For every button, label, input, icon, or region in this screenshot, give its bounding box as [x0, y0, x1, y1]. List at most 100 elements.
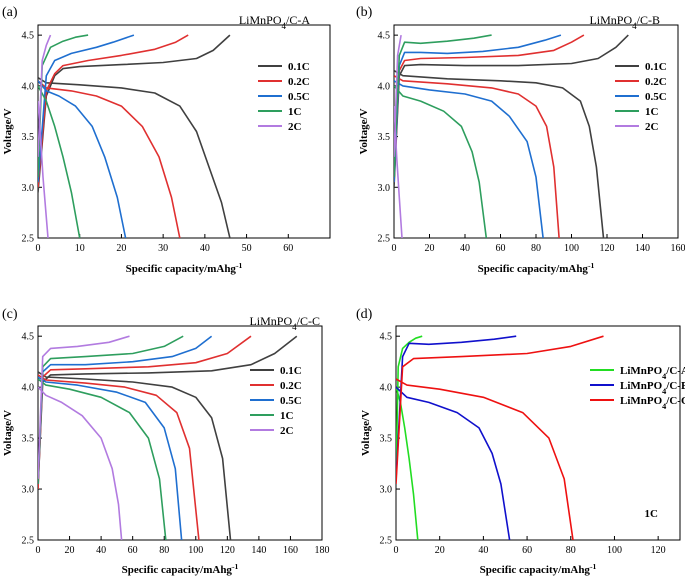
- y-tick-label: 3.0: [378, 183, 391, 194]
- x-tick-label: 60: [496, 243, 506, 254]
- x-tick-label: 80: [531, 243, 541, 254]
- charge-curve: [394, 34, 585, 183]
- legend-entry: 0.1C: [250, 365, 302, 377]
- discharge-curve: [38, 77, 231, 238]
- legend-label: 0.1C: [288, 61, 310, 73]
- x-tick-label: 180: [315, 545, 330, 556]
- x-tick: 160: [671, 234, 685, 254]
- x-tick-label: 140: [635, 243, 650, 254]
- x-tick: 140: [251, 536, 266, 556]
- x-tick: 50: [242, 234, 252, 254]
- legend-entry: 0.5C: [258, 91, 310, 103]
- panel-a: 0 10 20 30 40 50 60 2.5 3.0 3.5 4.0 4.5 Specific cap…: [2, 5, 331, 275]
- y-tick-label: 3.5: [22, 132, 35, 143]
- panel-label: (d): [356, 307, 373, 322]
- y-tick-label: 4.0: [22, 383, 35, 394]
- x-tick: 60: [128, 536, 138, 556]
- y-tick: 3.0: [380, 485, 400, 496]
- discharge-curve: [394, 69, 605, 238]
- x-tick: 40: [200, 234, 210, 254]
- series-0-2c: [394, 34, 585, 238]
- x-tick-label: 40: [96, 545, 106, 556]
- y-tick-label: 3.0: [22, 183, 35, 194]
- discharge-curve: [38, 376, 183, 540]
- legend-label: 0.5C: [288, 91, 310, 103]
- legend-entry: 2C: [615, 121, 659, 133]
- discharge-curve: [394, 106, 403, 238]
- y-tick: 2.5: [22, 536, 42, 547]
- y-tick: 2.5: [380, 536, 400, 547]
- legend-label: 0.2C: [645, 76, 667, 88]
- x-tick-label: 140: [251, 545, 266, 556]
- y-tick-label: 4.5: [22, 332, 35, 343]
- y-tick-label: 4.5: [22, 31, 35, 42]
- legend-entry: 0.1C: [258, 61, 310, 73]
- x-tick: 20: [435, 536, 445, 556]
- panel-label: (c): [2, 307, 18, 322]
- series-0-5c: [38, 335, 213, 540]
- discharge-curve: [38, 374, 200, 540]
- material-label: LiMnPO4/C-B: [589, 13, 660, 31]
- discharge-curve: [38, 386, 123, 540]
- x-tick-label: 160: [671, 243, 685, 254]
- x-tick: 30: [158, 234, 168, 254]
- x-tick-label: 20: [65, 545, 75, 556]
- material-label: LiMnPO4/C-C: [249, 314, 320, 332]
- charge-curve: [38, 335, 213, 485]
- y-axis-title: Voltage/V: [2, 108, 14, 154]
- legend-label: 0.1C: [645, 61, 667, 73]
- panel-b: 0 20 40 60 80 100 120 140 160 2.5 3.0 3.5 4.0 4.5 Spec…: [356, 5, 685, 275]
- y-axis-title: Voltage/V: [360, 410, 372, 456]
- legend-entry: 1C: [258, 106, 302, 118]
- discharge-curve: [38, 85, 81, 238]
- x-tick-label: 20: [116, 243, 126, 254]
- y-tick-label: 4.0: [378, 81, 391, 92]
- y-tick: 4.5: [380, 332, 400, 343]
- legend-label: 1C: [288, 106, 302, 118]
- discharge-curve: [38, 101, 49, 238]
- charge-curve: [38, 335, 130, 479]
- x-tick: 80: [531, 234, 541, 254]
- legend-entry: 0.1C: [615, 61, 667, 73]
- series-2c: [38, 34, 52, 238]
- series-2c: [38, 335, 130, 540]
- legend-entry: 0.2C: [258, 76, 310, 88]
- x-axis-title: Specific capacity/mAhg-1: [480, 562, 597, 577]
- y-tick: 4.5: [22, 332, 42, 343]
- x-tick: 40: [478, 536, 488, 556]
- charge-curve: [38, 34, 189, 188]
- y-tick-label: 3.5: [22, 434, 35, 445]
- charge-curve: [38, 34, 231, 193]
- discharge-curve: [396, 378, 574, 540]
- x-tick-label: 60: [128, 545, 138, 556]
- x-tick: 80: [159, 536, 169, 556]
- charge-curve: [38, 34, 52, 157]
- x-tick-label: 0: [36, 545, 41, 556]
- y-axis-title: Voltage/V: [358, 108, 370, 154]
- x-tick: 20: [116, 234, 126, 254]
- x-tick: 120: [600, 234, 615, 254]
- x-tick: 180: [315, 536, 330, 556]
- x-tick: 160: [283, 536, 298, 556]
- x-tick: 120: [651, 536, 666, 556]
- x-tick-label: 20: [425, 243, 435, 254]
- x-tick-label: 40: [200, 243, 210, 254]
- y-axis-title: Voltage/V: [2, 410, 14, 456]
- y-tick-label: 3.5: [378, 132, 391, 143]
- y-tick: 4.5: [378, 31, 398, 42]
- y-tick-label: 3.0: [22, 485, 35, 496]
- series-1c: [38, 335, 184, 540]
- discharge-curve: [394, 85, 488, 238]
- charge-curve: [396, 335, 423, 479]
- x-tick-label: 10: [75, 243, 85, 254]
- charge-curve: [394, 34, 492, 178]
- legend-entry: LiMnPO4/C-C: [590, 395, 685, 411]
- x-tick: 100: [188, 536, 203, 556]
- y-tick-label: 4.5: [378, 31, 391, 42]
- plot-frame: [37, 325, 323, 541]
- x-tick-label: 100: [188, 545, 203, 556]
- series-0-2c: [38, 34, 189, 238]
- x-tick: 60: [522, 536, 532, 556]
- legend-label: 0.2C: [288, 76, 310, 88]
- y-tick-label: 2.5: [22, 536, 35, 547]
